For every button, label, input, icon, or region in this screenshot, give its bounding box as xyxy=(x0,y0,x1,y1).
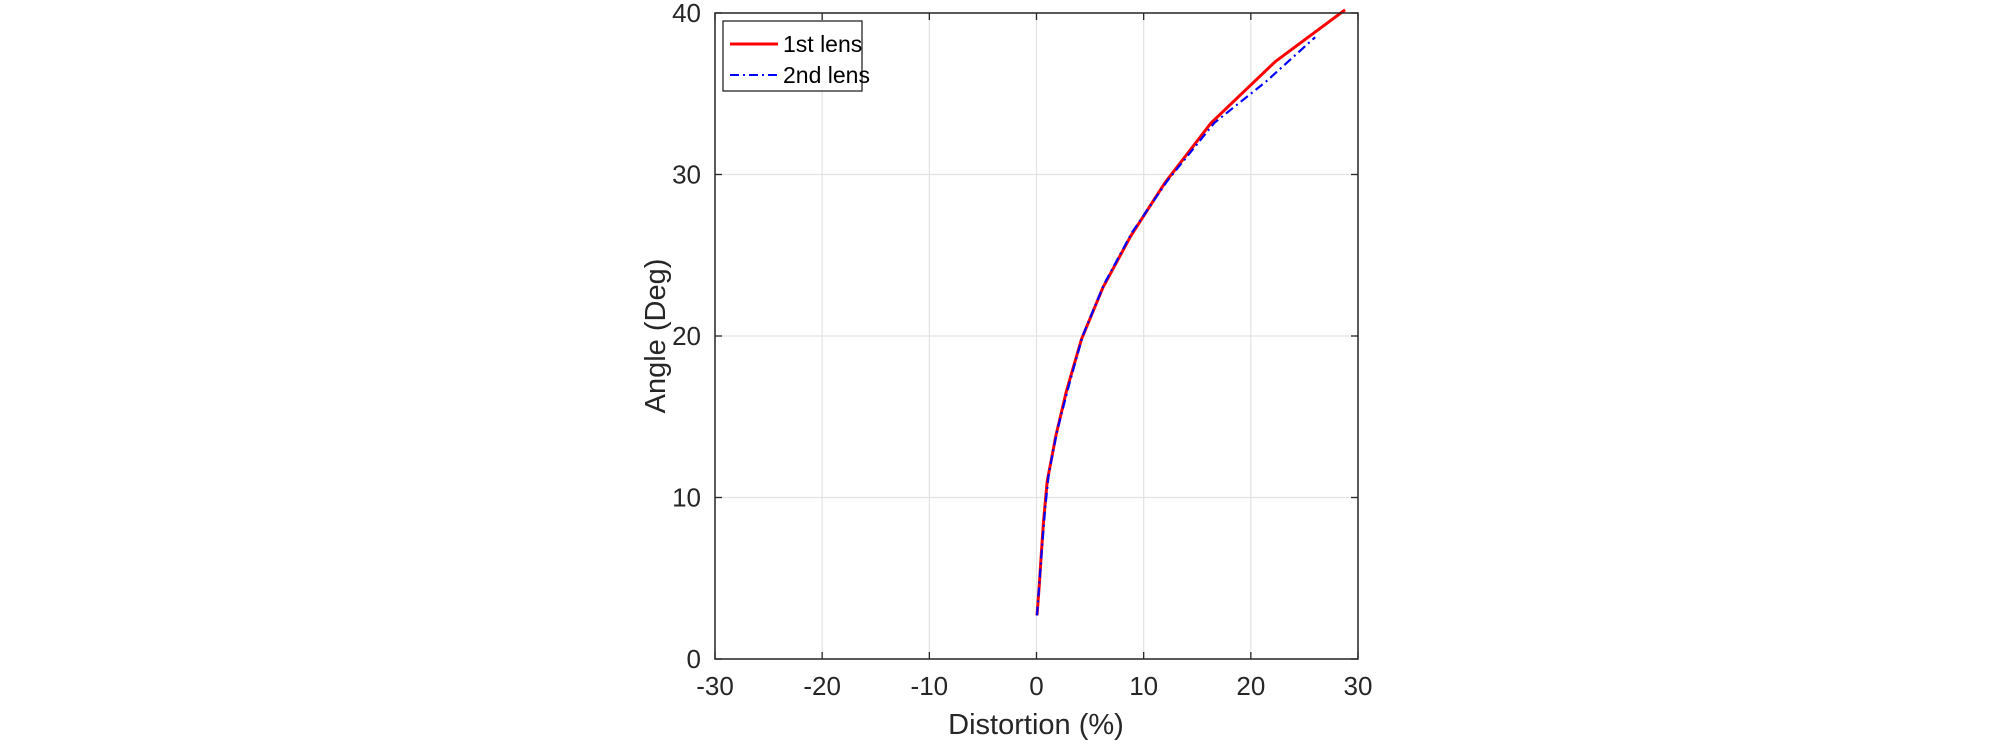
x-tick-label: 30 xyxy=(1344,671,1373,701)
y-tick-label: 30 xyxy=(672,160,701,190)
y-tick-label: 0 xyxy=(687,644,701,674)
y-tick-label: 20 xyxy=(672,321,701,351)
legend-box xyxy=(722,20,863,92)
y-axis-title: Angle (Deg) xyxy=(640,259,672,414)
legend-label-2nd-lens: 2nd lens xyxy=(783,62,870,88)
x-tick-label: -10 xyxy=(911,671,949,701)
y-tick-label: 10 xyxy=(672,483,701,513)
x-tick-label: 10 xyxy=(1129,671,1158,701)
x-tick-label: 20 xyxy=(1236,671,1265,701)
x-tick-label: -30 xyxy=(696,671,734,701)
x-tick-labels: -30 -20 -10 0 10 20 30 xyxy=(696,671,1372,701)
legend-label-1st-lens: 1st lens xyxy=(783,31,862,57)
x-axis-title: Distortion (%) xyxy=(948,709,1124,741)
data-series xyxy=(1035,8,1346,616)
y-tick-label: 40 xyxy=(672,0,701,28)
x-tick-label: -20 xyxy=(803,671,841,701)
series-line-2nd-lens xyxy=(1035,36,1316,616)
legend: 1st lens 2nd lens xyxy=(722,20,870,92)
axis-ticks xyxy=(714,12,1359,660)
x-tick-label: 0 xyxy=(1029,671,1043,701)
y-tick-labels: 0 10 20 30 40 xyxy=(672,0,701,674)
